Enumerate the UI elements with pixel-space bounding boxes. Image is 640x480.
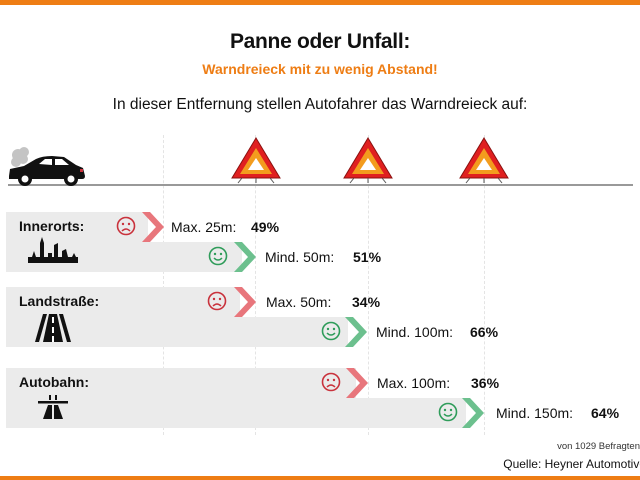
warning-triangle-icon (459, 137, 509, 184)
guide-line-150m (484, 135, 485, 435)
min-percentage: 64% (591, 405, 620, 421)
max-percentage: 36% (471, 375, 500, 391)
highway-icon (38, 395, 68, 419)
max-distance-label: Max. 100m: (377, 375, 451, 391)
chart-title: Panne oder Unfall: (229, 30, 411, 53)
band-max (6, 287, 240, 317)
min-percentage: 66% (470, 324, 499, 340)
category-label: Landstraße: (19, 293, 100, 309)
respondents-note: von 1029 Befragten (557, 441, 640, 452)
category-label: Autobahn: (19, 374, 89, 390)
warning-triangle-icon (231, 137, 281, 184)
country-road-icon (35, 314, 71, 342)
guide-line-100m (368, 135, 369, 435)
chart-subtitle: Warndreieck mit zu wenig Abstand! (202, 61, 438, 77)
chevron-green-icon (345, 317, 367, 347)
min-distance-label: Mind. 50m: (265, 249, 335, 265)
chevron-green-icon (462, 398, 484, 428)
road-line (8, 184, 633, 186)
source-note: Quelle: Heyner Automotive (503, 457, 640, 471)
happy-face-icon (321, 321, 341, 341)
category-label: Innerorts: (19, 218, 85, 234)
guide-line-25m (163, 135, 164, 435)
sad-face-icon (321, 372, 341, 392)
chevron-red-icon (234, 287, 256, 317)
guide-line-50m (255, 135, 256, 435)
max-percentage: 49% (251, 219, 280, 235)
max-percentage: 34% (352, 294, 381, 310)
chevron-red-icon (346, 368, 368, 398)
happy-face-icon (438, 402, 458, 422)
chevron-green-icon (234, 242, 256, 272)
city-skyline-icon (28, 237, 78, 263)
sad-face-icon (116, 216, 136, 236)
max-distance-label: Max. 25m: (171, 219, 237, 235)
bottom-accent-bar (0, 476, 640, 480)
top-accent-bar (0, 0, 640, 5)
min-distance-label: Mind. 100m: (376, 324, 454, 340)
max-distance-label: Max. 50m: (266, 294, 332, 310)
band-max (6, 368, 356, 398)
chart-intro: In dieser Entfernung stellen Autofahrer … (112, 96, 528, 113)
min-distance-label: Mind. 150m: (496, 405, 574, 421)
chevron-red-icon (142, 212, 164, 242)
band-min (6, 398, 466, 428)
sad-face-icon (207, 291, 227, 311)
happy-face-icon (208, 246, 228, 266)
min-percentage: 51% (353, 249, 382, 265)
warning-triangle-icon (343, 137, 393, 184)
broken-down-car-icon (9, 147, 85, 186)
